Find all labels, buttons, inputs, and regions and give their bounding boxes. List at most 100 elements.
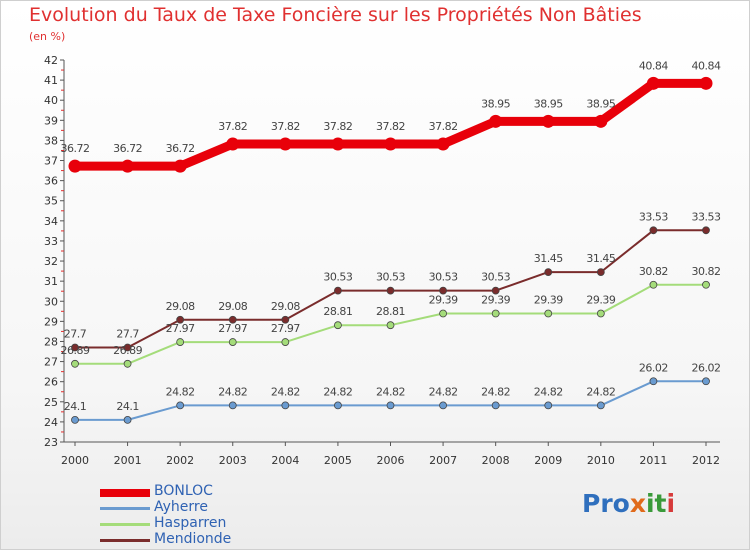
data-point [71,415,79,424]
data-point [386,401,395,410]
data-label: 26.89 [113,344,142,357]
x-tick-label: 2006 [377,454,405,467]
data-label: 24.82 [218,385,247,398]
data-label: 28.81 [323,305,352,318]
legend-item: Hasparren [100,515,260,532]
data-label: 26.02 [692,361,721,374]
data-point [649,280,658,289]
data-point [702,280,710,289]
data-point [594,114,608,128]
data-label: 27.7 [64,328,87,341]
data-point [386,286,395,295]
y-tick-label: 38 [44,134,58,147]
data-point [646,76,660,90]
data-point [123,415,132,424]
data-point [228,338,237,346]
data-point [436,137,450,151]
data-point [489,114,503,128]
data-label: 30.82 [692,265,721,278]
data-point [649,377,658,386]
data-label: 36.72 [166,142,195,155]
data-label: 37.82 [218,120,247,133]
data-point [71,359,79,368]
logo-part: it [645,489,667,518]
data-label: 29.08 [271,300,300,313]
logo-part: Pro [582,489,630,518]
legend-swatch [100,523,150,526]
y-tick-label: 30 [44,295,58,308]
data-point [334,286,342,295]
data-point [386,321,395,330]
data-point [121,159,135,173]
data-point [281,315,290,324]
data-point [176,401,185,410]
y-tick-label: 27 [44,356,58,369]
y-tick-label: 41 [44,74,58,87]
data-label: 24.1 [64,400,87,413]
data-point [123,343,132,352]
data-label: 37.82 [323,120,352,133]
data-label: 24.82 [429,385,458,398]
data-point [226,137,240,151]
x-tick-label: 2012 [692,454,720,467]
data-point [278,137,292,151]
x-tick-label: 2005 [324,454,352,467]
y-tick-label: 31 [44,275,58,288]
data-label: 31.45 [534,252,563,265]
legend-item: Mendionde [100,531,260,548]
data-point [491,286,500,295]
data-label: 33.53 [692,210,721,223]
data-label: 24.82 [586,385,615,398]
data-label: 30.82 [639,265,668,278]
data-label: 37.82 [376,120,405,133]
data-point [334,321,342,330]
data-label: 29.39 [429,294,458,307]
data-point [439,401,447,410]
data-label: 24.82 [271,385,300,398]
y-tick-label: 29 [44,315,58,328]
data-label: 29.08 [218,300,247,313]
x-tick-label: 2011 [639,454,667,467]
data-label: 29.39 [481,294,510,307]
x-tick-label: 2010 [587,454,615,467]
data-point [228,315,237,324]
legend-label: BONLOC [154,483,213,499]
data-point [281,401,290,410]
x-tick-label: 2007 [429,454,457,467]
data-point [384,137,397,151]
legend-item: BONLOC [100,483,260,500]
data-point [491,401,500,410]
data-label: 27.97 [218,322,247,335]
data-label: 38.95 [534,97,563,110]
x-tick-label: 2009 [534,454,562,467]
y-tick-label: 34 [44,215,58,228]
y-tick-label: 36 [44,175,58,188]
y-tick-label: 35 [44,195,58,208]
legend-swatch [100,539,150,542]
data-point [544,268,553,277]
data-point [71,343,79,352]
data-label: 29.39 [534,294,563,307]
data-label: 40.84 [692,59,721,72]
data-label: 27.97 [166,322,195,335]
data-point [331,137,345,151]
legend-item: Ayherre [100,499,260,516]
data-label: 38.95 [481,97,510,110]
y-axis-unit: (en %) [29,30,66,43]
data-point [596,309,605,318]
logo-part: x [629,489,646,518]
data-label: 30.53 [376,271,405,284]
data-label: 40.84 [639,59,668,72]
data-point [228,401,237,410]
data-label: 37.82 [271,120,300,133]
y-tick-label: 39 [44,114,58,127]
data-label: 24.1 [116,400,139,413]
data-point [281,338,290,346]
x-tick-label: 2001 [114,454,142,467]
y-tick-label: 28 [44,335,58,348]
data-label: 37.82 [429,120,458,133]
data-point [439,309,447,318]
data-point [334,401,342,410]
